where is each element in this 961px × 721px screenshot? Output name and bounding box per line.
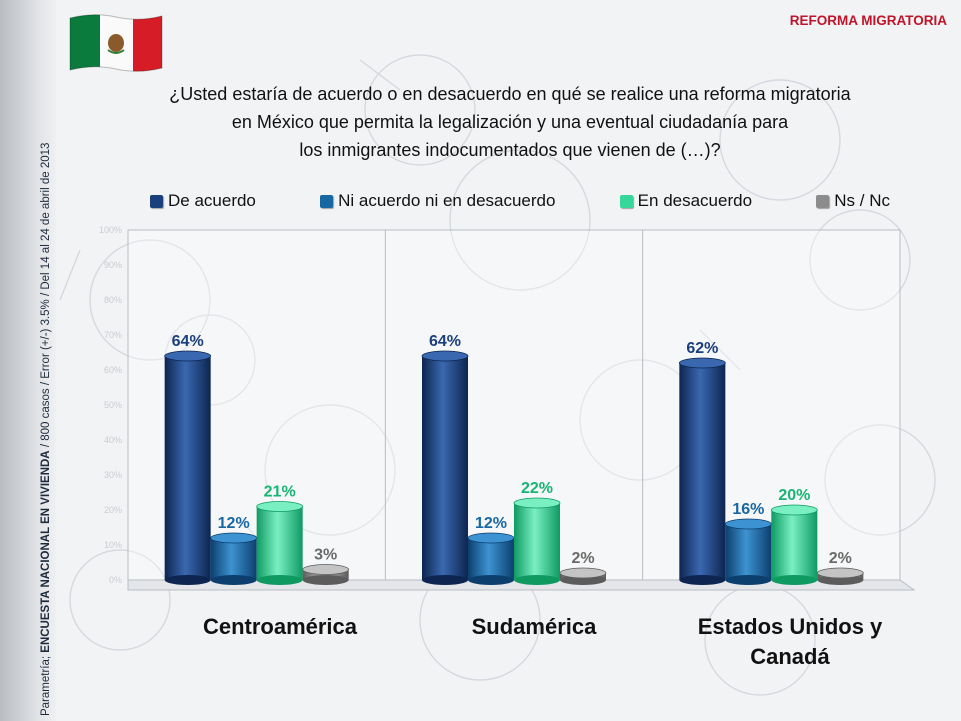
bar-top: [724, 518, 772, 530]
sidebar: Parametría; ENCUESTA NACIONAL EN VIVIEND…: [0, 0, 56, 721]
data-label: 64%: [172, 333, 204, 350]
bar-top: [816, 567, 864, 579]
data-label: 16%: [732, 501, 764, 518]
data-label: 22%: [521, 480, 553, 497]
bar: [679, 363, 726, 580]
bar-top: [559, 567, 607, 579]
bar: [514, 503, 560, 580]
question-line-1: ¿Usted estaría de acuerdo o en desacuerd…: [169, 84, 851, 104]
question-text: ¿Usted estaría de acuerdo o en desacuerd…: [130, 80, 890, 164]
data-label: 12%: [218, 515, 250, 532]
y-tick-label: 50%: [104, 400, 122, 410]
y-tick-label: 100%: [99, 225, 122, 235]
bar-top: [302, 564, 350, 575]
bar-top: [421, 350, 469, 362]
y-tick-label: 10%: [104, 540, 122, 550]
bar-base: [422, 575, 468, 585]
bar-top: [164, 350, 212, 362]
question-line-2: en México que permita la legalización y …: [231, 112, 789, 132]
bar-base: [302, 575, 349, 585]
data-label: 62%: [686, 340, 718, 357]
data-label: 2%: [829, 550, 852, 567]
y-tick-label: 90%: [104, 260, 122, 270]
header-title: REFORMA MIGRATORIA: [789, 13, 947, 28]
data-label: 3%: [314, 547, 337, 564]
bar: [725, 524, 772, 580]
bar-base: [256, 575, 303, 585]
bar-base: [514, 575, 560, 585]
bar: [422, 356, 468, 580]
data-label: 2%: [571, 550, 594, 567]
bar-base: [725, 575, 772, 585]
question-line-3: los inmigrantes indocumentados que viene…: [299, 140, 721, 160]
bar: [771, 510, 818, 580]
mexico-flag-icon: [69, 14, 163, 72]
y-tick-label: 60%: [104, 365, 122, 375]
legend-item-de-acuerdo: De acuerdo: [150, 191, 256, 211]
legend-item-ns-nc: Ns / Nc: [816, 191, 890, 211]
data-label: 12%: [475, 515, 507, 532]
bar: [210, 538, 257, 580]
bar-base: [468, 575, 514, 585]
data-label: 64%: [429, 333, 461, 350]
bar-top: [770, 504, 818, 516]
y-tick-label: 20%: [104, 505, 122, 515]
y-tick-label: 80%: [104, 295, 122, 305]
legend-swatch: [150, 194, 163, 208]
y-tick-label: 70%: [104, 330, 122, 340]
bar-top: [467, 532, 515, 544]
bar: [468, 538, 514, 580]
y-tick-label: 0%: [109, 575, 122, 585]
chart-legend: De acuerdo Ni acuerdo ni en desacuerdo E…: [150, 191, 890, 211]
bar-top: [256, 501, 304, 512]
y-tick-label: 30%: [104, 470, 122, 480]
bar-base: [679, 575, 726, 585]
bar-top: [513, 497, 561, 509]
bar-top: [210, 532, 258, 544]
bar-base: [164, 575, 211, 585]
bar-top: [678, 357, 726, 369]
bar-base: [771, 575, 818, 585]
legend-swatch: [619, 194, 633, 208]
category-label-centroamerica: Centroamérica: [202, 614, 358, 639]
y-tick-label: 40%: [104, 435, 122, 445]
bar: [256, 506, 303, 580]
legend-swatch: [320, 194, 334, 208]
bar-base: [210, 575, 257, 585]
bar: [164, 356, 211, 580]
data-label: 20%: [778, 487, 810, 504]
category-label-sudamerica: Sudamérica: [471, 614, 597, 639]
legend-item-ni-acuerdo: Ni acuerdo ni en desacuerdo: [320, 191, 555, 211]
category-label-estados-unidos: Estados Unidos y Canadá: [697, 614, 883, 669]
legend-swatch: [816, 194, 830, 208]
legend-item-en-desacuerdo: En desacuerdo: [619, 191, 752, 211]
data-label: 21%: [264, 484, 296, 501]
